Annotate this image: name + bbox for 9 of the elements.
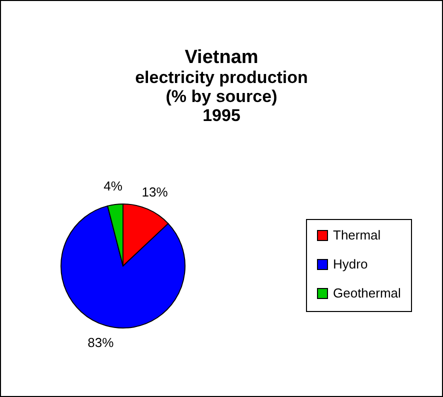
data-label: 4% — [104, 178, 123, 194]
data-label: 13% — [142, 184, 168, 200]
data-label: 83% — [88, 334, 114, 350]
legend-label: Hydro — [333, 256, 368, 272]
chart-title: Vietnam — [184, 47, 258, 68]
legend-label: Thermal — [333, 228, 381, 242]
chart-subtitle: electricity production (% by source) 1995 — [135, 68, 308, 125]
legend-label: Geothermal — [333, 286, 402, 300]
pie-slice — [60, 205, 186, 328]
